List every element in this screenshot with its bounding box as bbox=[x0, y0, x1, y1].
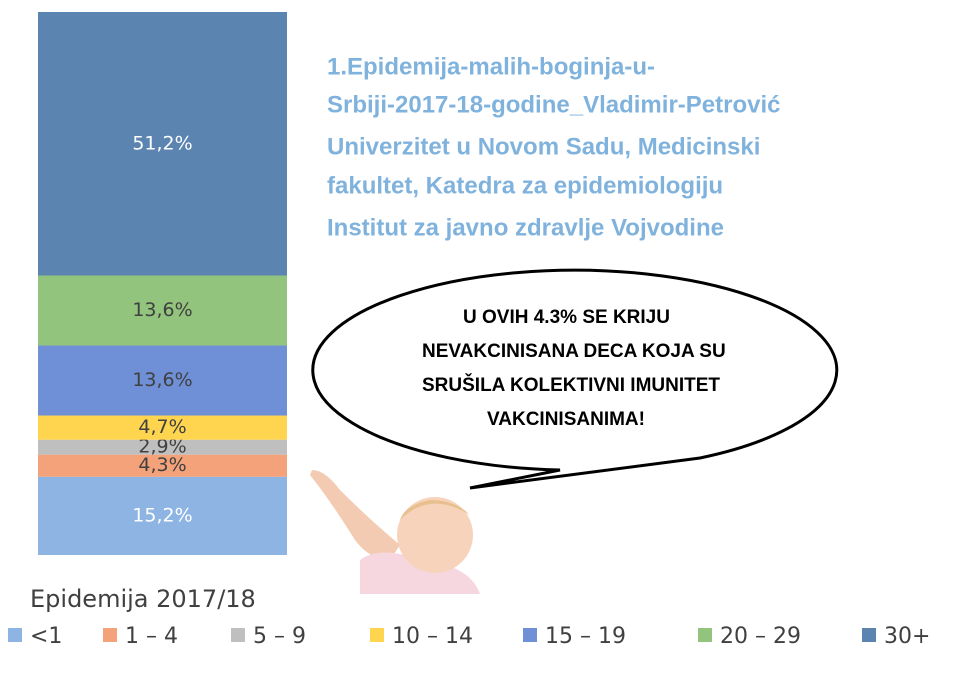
value-label: 13,6% bbox=[132, 299, 192, 321]
callout-text: U OVIH 4.3% SE KRIJU bbox=[463, 307, 670, 328]
value-label: 4,7% bbox=[138, 416, 186, 438]
bar-segment bbox=[38, 415, 287, 440]
value-label: 13,6% bbox=[132, 369, 192, 391]
source-text: Srbiji-2017-18-godine_Vladimir-Petrović bbox=[327, 91, 780, 118]
baby-illustration bbox=[310, 470, 480, 594]
bar-segment bbox=[38, 12, 287, 276]
legend-swatch bbox=[8, 628, 22, 642]
source-text: Institut za javno zdravlje Vojvodine bbox=[327, 214, 724, 241]
legend-swatch bbox=[523, 628, 537, 642]
legend-label: 5 – 9 bbox=[253, 624, 306, 649]
value-label: 4,3% bbox=[138, 454, 186, 476]
callout-text: VAKCINISANIMA! bbox=[487, 409, 645, 430]
bar-segment bbox=[38, 275, 287, 346]
legend-label: 10 – 14 bbox=[392, 624, 473, 649]
legend-label: <1 bbox=[30, 624, 62, 649]
legend-label: 1 – 4 bbox=[125, 624, 178, 649]
bar-segment bbox=[38, 476, 287, 555]
callout-text: SRUŠILA KOLEKTIVNI IMUNITET bbox=[422, 374, 720, 396]
legend-swatch bbox=[862, 628, 876, 642]
category-label: Epidemija 2017/18 bbox=[30, 585, 256, 613]
legend-swatch bbox=[231, 628, 245, 642]
source-text: fakultet, Katedra za epidemiologiju bbox=[327, 172, 723, 199]
value-label: 15,2% bbox=[132, 504, 192, 526]
legend-swatch bbox=[370, 628, 384, 642]
legend-label: 30+ bbox=[884, 624, 930, 649]
value-label: 2,9% bbox=[138, 436, 186, 458]
legend-label: 15 – 19 bbox=[545, 624, 626, 649]
callout-text: NEVAKCINISANA DECA KOJA SU bbox=[422, 341, 726, 362]
source-text: 1.Epidemija-malih-boginja-u- bbox=[327, 53, 655, 80]
value-label: 51,2% bbox=[132, 132, 192, 154]
bar-segment bbox=[38, 345, 287, 416]
legend-label: 20 – 29 bbox=[720, 624, 801, 649]
source-text: Univerzitet u Novom Sadu, Medicinski bbox=[327, 133, 760, 160]
legend-swatch bbox=[103, 628, 117, 642]
legend-swatch bbox=[698, 628, 712, 642]
speech-bubble bbox=[311, 268, 839, 490]
bar-segment bbox=[38, 439, 287, 455]
bar-segment bbox=[38, 454, 287, 477]
